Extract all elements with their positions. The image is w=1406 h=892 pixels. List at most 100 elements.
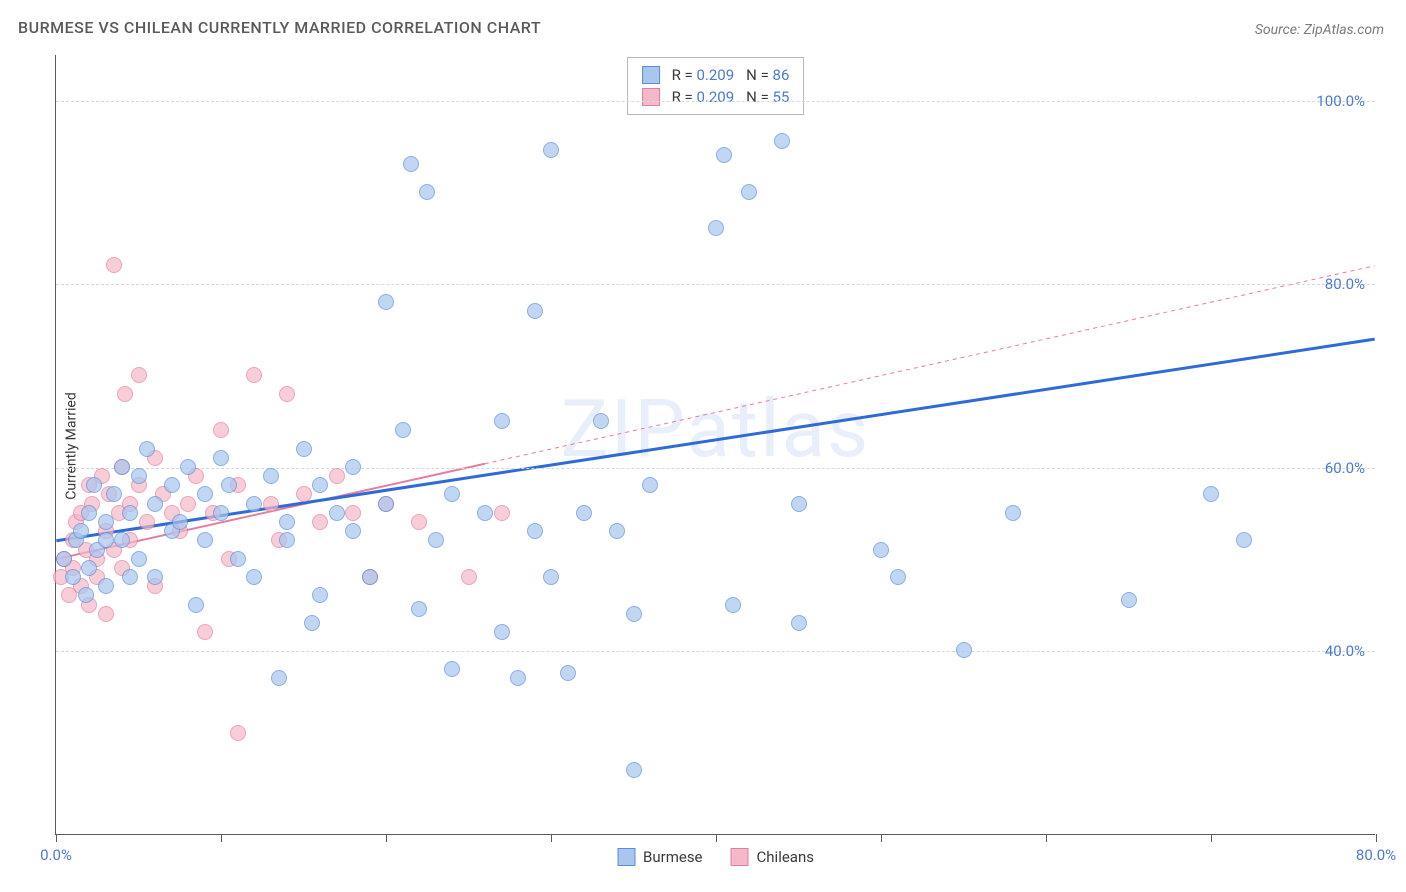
burmese-point bbox=[791, 496, 807, 512]
source-attribution: Source: ZipAtlas.com bbox=[1255, 22, 1384, 38]
burmese-point bbox=[345, 459, 361, 475]
burmese-point bbox=[428, 532, 444, 548]
y-tick-label: 60.0% bbox=[1325, 459, 1365, 477]
burmese-point bbox=[213, 505, 229, 521]
burmese-point bbox=[1005, 505, 1021, 521]
legend-label: Burmese bbox=[643, 848, 703, 866]
burmese-point bbox=[98, 514, 114, 530]
burmese-point bbox=[65, 569, 81, 585]
watermark-text: ZIPatlas bbox=[561, 382, 871, 476]
burmese-point bbox=[395, 422, 411, 438]
burmese-point bbox=[122, 569, 138, 585]
x-tick bbox=[1376, 834, 1377, 842]
chileans-point bbox=[106, 257, 122, 273]
burmese-point bbox=[378, 294, 394, 310]
legend-swatch bbox=[617, 848, 635, 866]
burmese-point bbox=[78, 587, 94, 603]
burmese-point bbox=[403, 156, 419, 172]
burmese-point bbox=[593, 413, 609, 429]
burmese-point bbox=[1203, 486, 1219, 502]
burmese-point bbox=[312, 587, 328, 603]
burmese-point bbox=[609, 523, 625, 539]
burmese-point bbox=[419, 184, 435, 200]
burmese-point bbox=[716, 147, 732, 163]
n-value: 55 bbox=[773, 88, 790, 106]
burmese-point bbox=[626, 606, 642, 622]
chileans-point bbox=[197, 624, 213, 640]
burmese-point bbox=[221, 477, 237, 493]
burmese-point bbox=[180, 459, 196, 475]
stats-legend-box: R = 0.209N = 86R = 0.209N = 55 bbox=[627, 57, 805, 115]
burmese-point bbox=[246, 569, 262, 585]
burmese-point bbox=[213, 450, 229, 466]
gridline bbox=[56, 651, 1375, 652]
chileans-point bbox=[263, 496, 279, 512]
r-value: 0.209 bbox=[696, 88, 734, 106]
burmese-point bbox=[543, 142, 559, 158]
burmese-point bbox=[444, 661, 460, 677]
r-value: 0.209 bbox=[696, 66, 734, 84]
legend-swatch bbox=[642, 88, 660, 106]
chileans-point bbox=[117, 386, 133, 402]
burmese-point bbox=[139, 441, 155, 457]
burmese-point bbox=[378, 496, 394, 512]
legend-label: Chileans bbox=[757, 848, 814, 866]
stats-row: R = 0.209N = 86 bbox=[642, 64, 790, 86]
chileans-point bbox=[312, 514, 328, 530]
legend-swatch bbox=[642, 66, 660, 84]
burmese-point bbox=[956, 642, 972, 658]
burmese-point bbox=[527, 523, 543, 539]
burmese-point bbox=[576, 505, 592, 521]
chileans-point bbox=[139, 514, 155, 530]
burmese-point bbox=[81, 505, 97, 521]
burmese-point bbox=[494, 413, 510, 429]
burmese-point bbox=[106, 486, 122, 502]
stats-row: R = 0.209N = 55 bbox=[642, 86, 790, 108]
x-tick bbox=[551, 834, 552, 842]
burmese-point bbox=[147, 496, 163, 512]
burmese-point bbox=[263, 468, 279, 484]
burmese-point bbox=[527, 303, 543, 319]
chileans-point bbox=[411, 514, 427, 530]
burmese-point bbox=[86, 477, 102, 493]
burmese-point bbox=[230, 551, 246, 567]
burmese-point bbox=[345, 523, 361, 539]
chileans-point bbox=[345, 505, 361, 521]
chileans-point bbox=[230, 725, 246, 741]
burmese-point bbox=[122, 505, 138, 521]
gridline bbox=[56, 101, 1375, 102]
burmese-point bbox=[642, 477, 658, 493]
burmese-point bbox=[791, 615, 807, 631]
burmese-point bbox=[81, 560, 97, 576]
legend-item: Burmese bbox=[617, 848, 703, 866]
burmese-point bbox=[708, 220, 724, 236]
burmese-point bbox=[131, 468, 147, 484]
chileans-point bbox=[213, 422, 229, 438]
burmese-point bbox=[98, 578, 114, 594]
burmese-point bbox=[890, 569, 906, 585]
burmese-point bbox=[98, 532, 114, 548]
chileans-point bbox=[494, 505, 510, 521]
burmese-point bbox=[873, 542, 889, 558]
burmese-point bbox=[279, 514, 295, 530]
burmese-point bbox=[147, 569, 163, 585]
burmese-point bbox=[114, 532, 130, 548]
burmese-point bbox=[444, 486, 460, 502]
burmese-point bbox=[246, 496, 262, 512]
burmese-point bbox=[477, 505, 493, 521]
n-value: 86 bbox=[773, 66, 790, 84]
burmese-point bbox=[172, 514, 188, 530]
legend-item: Chileans bbox=[731, 848, 814, 866]
y-tick-label: 100.0% bbox=[1316, 92, 1365, 110]
x-tick bbox=[881, 834, 882, 842]
burmese-point bbox=[329, 505, 345, 521]
chilean-trendline-dashed bbox=[485, 266, 1375, 464]
burmese-point bbox=[362, 569, 378, 585]
burmese-point bbox=[494, 624, 510, 640]
bottom-legend: Burmese Chileans bbox=[617, 848, 814, 866]
n-label: N = 86 bbox=[746, 66, 789, 84]
burmese-point bbox=[560, 665, 576, 681]
chileans-point bbox=[180, 496, 196, 512]
gridline bbox=[56, 284, 1375, 285]
burmese-point bbox=[56, 551, 72, 567]
